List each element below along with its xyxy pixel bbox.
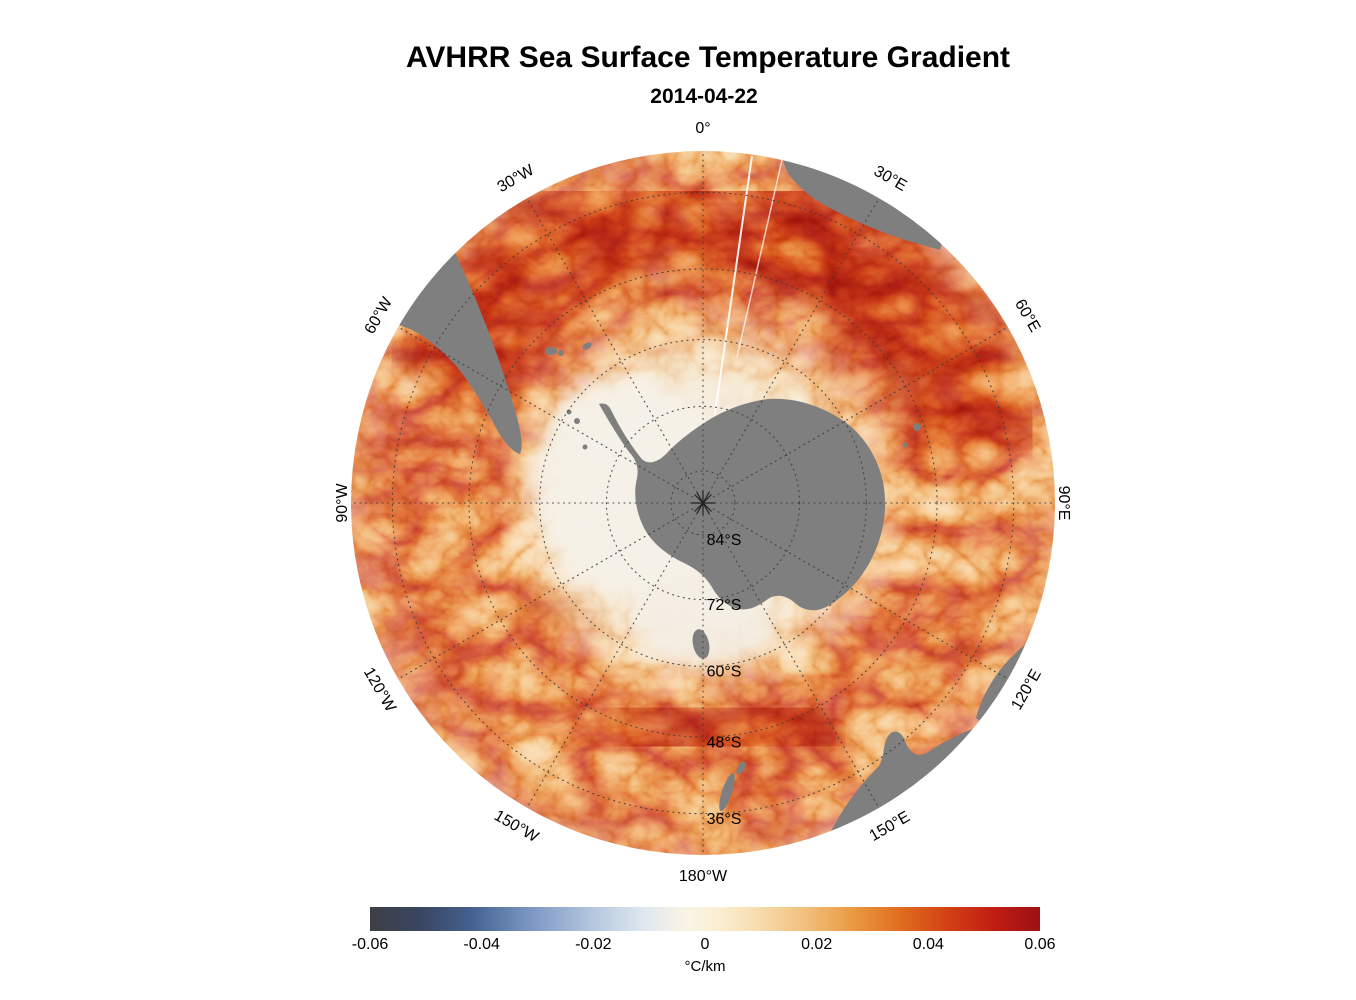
colorbar-ticks: -0.06 -0.04 -0.02 0 0.02 0.04 0.06: [352, 936, 1056, 956]
meridian-line-150W: [526, 512, 698, 809]
parallel-label-48S: 48°S: [707, 734, 742, 751]
parallel-circle-48S: [468, 268, 938, 738]
meridian-label-30E: 30°E: [871, 163, 910, 195]
satellite-swath-seam: [707, 155, 753, 463]
falkland-islands: [545, 347, 557, 355]
colorbar-tick-label-002: -0.02: [575, 936, 612, 953]
meridian-line-30W: [526, 197, 698, 494]
meridian-label-120E: 120°E: [1008, 667, 1045, 713]
colorbar-tick-label-006: -0.06: [351, 936, 389, 953]
south-georgia-island: [582, 342, 592, 350]
satellite-swath-seam-2: [736, 159, 783, 358]
meridian-label-30W: 30°W: [495, 161, 538, 196]
parallel-label-60S: 60°S: [707, 664, 742, 681]
colorbar-tick-label-002: 0.02: [801, 936, 833, 953]
falkland-islet: [558, 350, 564, 356]
parallel-label-36S: 36°S: [707, 811, 742, 828]
meridian-line-30E: [708, 197, 880, 494]
sea-ice-patch-northwest: [555, 395, 645, 465]
parallel-label-84S: 84°S: [707, 532, 742, 549]
figure-subtitle: 2014-04-22: [650, 85, 758, 108]
antarctica-landmass: [599, 398, 886, 611]
parallel-circle-60S: [539, 339, 867, 667]
meridian-line-120W: [397, 508, 694, 680]
parallel-circle-72S: [605, 405, 801, 601]
colorbar-tick-label-004: -0.04: [463, 936, 500, 953]
peninsula-islet-2: [566, 409, 572, 415]
south-pole-marker: [691, 491, 715, 515]
ross-island: [692, 629, 710, 659]
peninsula-islet-1: [574, 418, 580, 424]
meridian-label-120W: 120°W: [360, 665, 399, 716]
meridian-line-60E: [712, 326, 1009, 498]
meridian-label-0: 0°: [695, 120, 710, 137]
figure-title: AVHRR Sea Surface Temperature Gradient: [405, 41, 1011, 74]
meridian-line-150E: [708, 512, 880, 809]
colorbar-tick-label-006: 0.06: [1024, 936, 1056, 953]
kerguelen-island: [913, 423, 921, 431]
meridian-label-90W: 90°W: [334, 482, 351, 522]
parallel-circle-36S: [391, 191, 1015, 815]
colorbar-gradient: [370, 907, 1040, 931]
meridian-label-60W: 60°W: [362, 294, 397, 337]
meridian-label-60E: 60°E: [1011, 297, 1043, 336]
meridian-label-180W: 180°W: [679, 868, 728, 885]
colorbar-tick-label-004: 0.04: [912, 936, 944, 953]
parallel-circle-84S: [670, 470, 736, 536]
meridian-line-60W: [397, 326, 694, 498]
meridian-label-90E: 90°E: [1055, 486, 1072, 521]
colorbar-units-label: °C/km: [684, 958, 726, 975]
graticule: [351, 151, 1055, 855]
peninsula-islet-3: [582, 444, 588, 450]
heard-island: [902, 442, 908, 448]
meridian-line-120E: [712, 508, 1009, 680]
new-zealand-north-island: [736, 761, 746, 775]
colorbar-tick-label-0: 0: [700, 936, 710, 953]
meridian-label-150W: 150°W: [491, 807, 542, 846]
new-zealand-south-island: [719, 772, 735, 812]
meridian-label-150E: 150°E: [867, 808, 913, 845]
parallel-label-72S: 72°S: [707, 597, 742, 614]
